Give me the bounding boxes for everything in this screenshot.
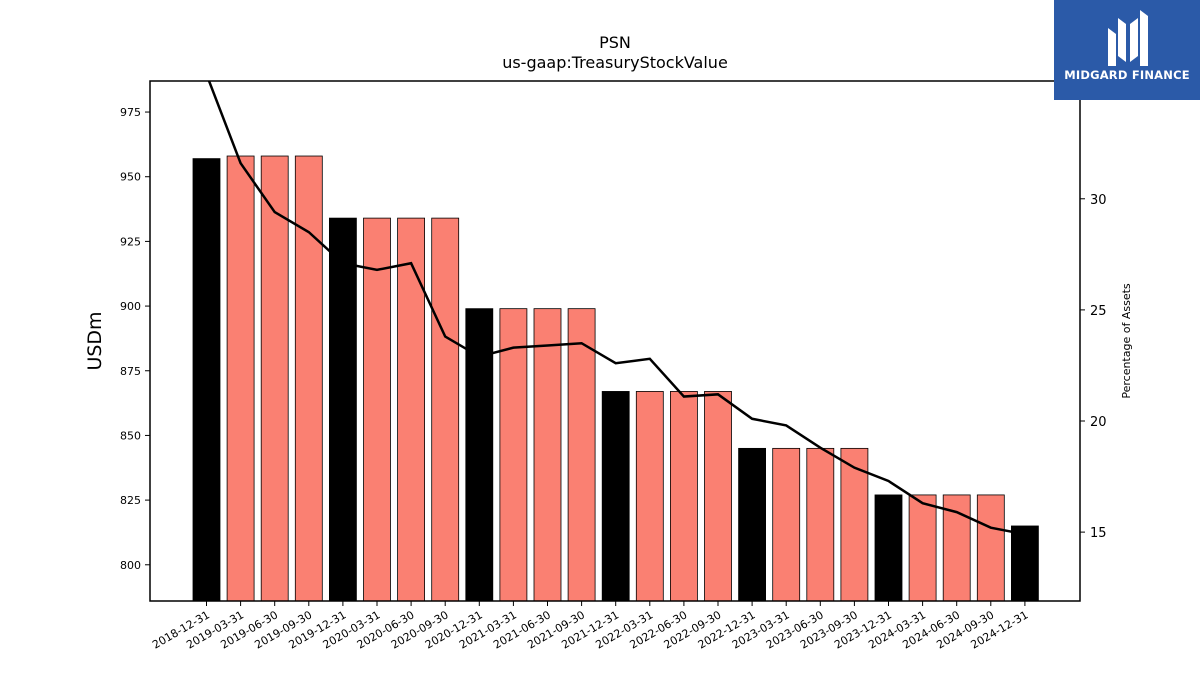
bar-2019-03-31 <box>226 155 255 602</box>
bar-2023-12-31 <box>874 494 903 602</box>
y2-tick-label: 30 <box>1090 193 1107 208</box>
x-axis: 2018-12-312019-03-312019-06-302019-09-30… <box>150 601 1030 652</box>
bar-2021-12-31 <box>601 391 630 602</box>
bar-2019-09-30 <box>294 155 323 602</box>
y-tick-label: 850 <box>120 429 141 442</box>
y-tick-label: 950 <box>120 171 141 184</box>
chart-subtitle: us-gaap:TreasuryStockValue <box>502 53 728 72</box>
y-tick-label: 975 <box>120 106 141 119</box>
percentage-of-assets-line <box>207 81 1026 536</box>
bar-2023-09-30 <box>840 447 869 602</box>
bar-2022-06-30 <box>670 391 698 602</box>
line-group <box>207 81 1026 536</box>
bar-2024-12-31 <box>1011 525 1039 602</box>
y2-tick-label: 15 <box>1090 526 1107 541</box>
y-axis-right: 15 20 25 30 <box>1080 193 1107 541</box>
bar-2021-06-30 <box>533 308 562 602</box>
y2-tick-label: 20 <box>1090 415 1107 430</box>
y2-tick-label: 25 <box>1090 304 1107 319</box>
bar-2023-06-30 <box>806 447 835 602</box>
y-axis-left: 800 825 850 875 900 925 950 975 <box>120 106 150 572</box>
bar-2021-03-31 <box>499 308 528 602</box>
bar-2024-09-30 <box>976 494 1005 602</box>
bar-2020-12-31 <box>465 308 494 602</box>
bar-2018-12-31 <box>192 158 221 602</box>
y2-axis-label: Percentage of Assets <box>1120 283 1133 399</box>
bars-group <box>192 155 1039 602</box>
bar-2019-12-31 <box>328 217 357 602</box>
bar-2020-03-31 <box>363 217 391 602</box>
y-tick-label: 825 <box>120 494 141 507</box>
chart-title: PSN <box>599 33 631 52</box>
bar-2023-03-31 <box>772 447 801 602</box>
plot-frame <box>149 80 1081 602</box>
y-tick-label: 875 <box>120 365 141 378</box>
bar-2022-03-31 <box>635 391 664 602</box>
midgard-logo-icon <box>1108 10 1148 66</box>
brand-logo: MIDGARD FINANCE <box>1054 0 1200 100</box>
bar-2020-06-30 <box>397 217 426 602</box>
y-tick-label: 800 <box>120 559 141 572</box>
bar-2024-03-31 <box>908 494 937 602</box>
y-axis-label: USDm <box>84 311 106 370</box>
y-tick-label: 925 <box>120 235 141 248</box>
bar-2022-12-31 <box>738 447 766 602</box>
bar-2020-09-30 <box>431 217 460 602</box>
bar-2021-09-30 <box>567 308 596 602</box>
brand-name: MIDGARD FINANCE <box>1064 68 1190 82</box>
bar-2022-09-30 <box>704 391 732 602</box>
bar-2019-06-30 <box>260 155 289 602</box>
y-tick-label: 900 <box>120 300 141 313</box>
